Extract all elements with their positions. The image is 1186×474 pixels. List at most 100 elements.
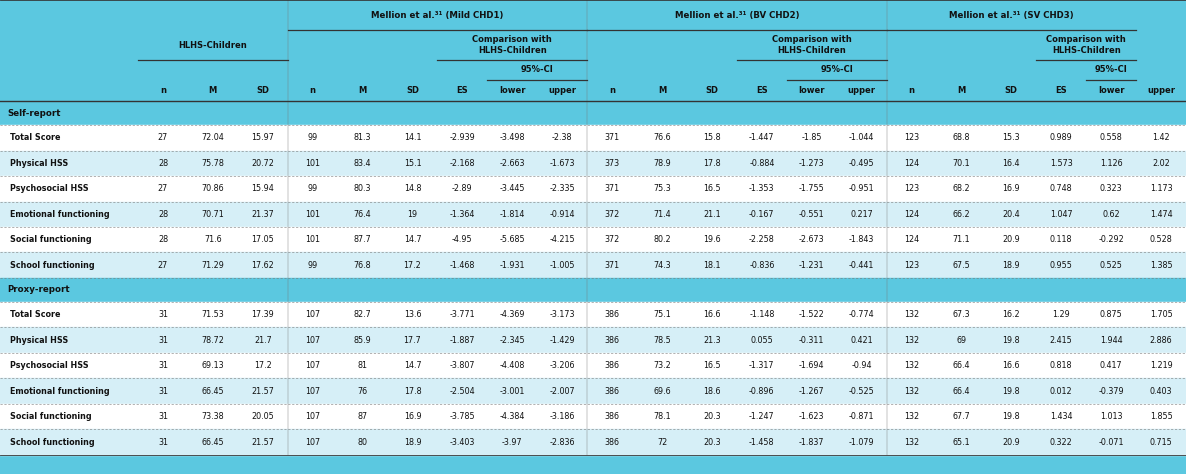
Text: 17.62: 17.62 [251,261,274,270]
Text: Comparison with: Comparison with [1046,35,1126,44]
Text: -0.951: -0.951 [849,184,874,193]
Text: 31: 31 [158,412,168,421]
Text: 70.86: 70.86 [202,184,224,193]
Text: 0.558: 0.558 [1099,133,1122,142]
Text: 71.4: 71.4 [653,210,671,219]
Text: 69.13: 69.13 [202,361,224,370]
Text: 19.8: 19.8 [1002,412,1020,421]
Text: -1.317: -1.317 [750,361,774,370]
Text: 1.29: 1.29 [1052,310,1070,319]
Text: lower: lower [1098,86,1124,95]
Text: 15.3: 15.3 [1002,133,1020,142]
Text: 99: 99 [307,261,318,270]
Bar [0,80,1186,101]
Text: n: n [160,86,166,95]
Text: 80.2: 80.2 [653,235,671,244]
Text: 0.012: 0.012 [1050,387,1072,396]
Text: lower: lower [499,86,525,95]
Text: -3.173: -3.173 [549,310,575,319]
Text: Mellion et al.³¹ (Mild CHD1): Mellion et al.³¹ (Mild CHD1) [371,10,504,19]
Text: 15.94: 15.94 [251,184,274,193]
Text: 16.6: 16.6 [1002,361,1020,370]
Text: 372: 372 [605,235,620,244]
Text: 1.434: 1.434 [1050,412,1072,421]
Text: 66.45: 66.45 [202,438,224,447]
Text: 132: 132 [904,412,919,421]
Text: n: n [310,86,315,95]
Text: 19.8: 19.8 [1002,336,1020,345]
Text: 66.4: 66.4 [952,387,970,396]
Bar [0,125,1186,151]
Text: Mellion et al.³¹ (SV CHD3): Mellion et al.³¹ (SV CHD3) [949,10,1073,19]
Text: 2.02: 2.02 [1152,159,1169,168]
Text: 386: 386 [605,438,619,447]
Text: 20.9: 20.9 [1002,438,1020,447]
Text: -3.771: -3.771 [449,310,476,319]
Text: 71.53: 71.53 [202,310,224,319]
Text: ES: ES [1056,86,1067,95]
Text: -1.468: -1.468 [449,261,476,270]
Text: 18.1: 18.1 [703,261,721,270]
Text: n: n [908,86,914,95]
Text: 1.42: 1.42 [1153,133,1169,142]
Text: M: M [209,86,217,95]
Text: Proxy-report: Proxy-report [7,285,70,294]
Text: -2.673: -2.673 [799,235,824,244]
Text: 69: 69 [956,336,967,345]
Text: 1.219: 1.219 [1149,361,1173,370]
Text: 386: 386 [605,336,619,345]
Text: Comparison with: Comparison with [772,35,852,44]
Text: 70.1: 70.1 [952,159,970,168]
Text: 71.29: 71.29 [202,261,224,270]
Text: 83.4: 83.4 [353,159,371,168]
Text: 14.1: 14.1 [403,133,421,142]
Text: 123: 123 [904,133,919,142]
Text: Total Score: Total Score [9,310,60,319]
Text: 75.1: 75.1 [653,310,671,319]
Text: 107: 107 [305,361,320,370]
Text: 371: 371 [605,133,619,142]
Text: 124: 124 [904,159,919,168]
Text: 75.78: 75.78 [202,159,224,168]
Text: -1.273: -1.273 [799,159,824,168]
Text: 16.6: 16.6 [703,310,721,319]
Text: -0.311: -0.311 [799,336,824,345]
Text: -0.914: -0.914 [549,210,575,219]
Text: 66.4: 66.4 [952,361,970,370]
Text: M: M [358,86,366,95]
Text: 0.528: 0.528 [1149,235,1173,244]
Text: 1.705: 1.705 [1149,310,1173,319]
Text: 0.417: 0.417 [1099,361,1122,370]
Text: 71.1: 71.1 [952,235,970,244]
Text: -2.168: -2.168 [449,159,476,168]
Text: 80.3: 80.3 [353,184,371,193]
Text: 16.5: 16.5 [703,361,721,370]
Bar [0,0,1186,30]
Text: -1.85: -1.85 [802,133,822,142]
Text: -1.837: -1.837 [799,438,824,447]
Text: 0.118: 0.118 [1050,235,1072,244]
Text: 71.6: 71.6 [204,235,222,244]
Text: 18.9: 18.9 [1002,261,1020,270]
Text: 19.8: 19.8 [1002,387,1020,396]
Bar [0,227,1186,253]
Text: 386: 386 [605,387,619,396]
Text: -3.807: -3.807 [449,361,476,370]
Text: -4.95: -4.95 [452,235,473,244]
Text: School functioning: School functioning [9,438,95,447]
Text: 107: 107 [305,336,320,345]
Text: Self-report: Self-report [7,109,60,118]
Text: 124: 124 [904,210,919,219]
Text: 0.955: 0.955 [1050,261,1072,270]
Text: 15.8: 15.8 [703,133,721,142]
Text: Social functioning: Social functioning [9,412,91,421]
Text: 78.5: 78.5 [653,336,671,345]
Text: 95%-CI: 95%-CI [521,65,554,74]
Text: 27: 27 [158,133,168,142]
Text: -5.685: -5.685 [499,235,525,244]
Text: 72: 72 [657,438,667,447]
Text: SD: SD [706,86,719,95]
Text: 372: 372 [605,210,620,219]
Text: 87.7: 87.7 [353,235,371,244]
Text: 386: 386 [605,412,619,421]
